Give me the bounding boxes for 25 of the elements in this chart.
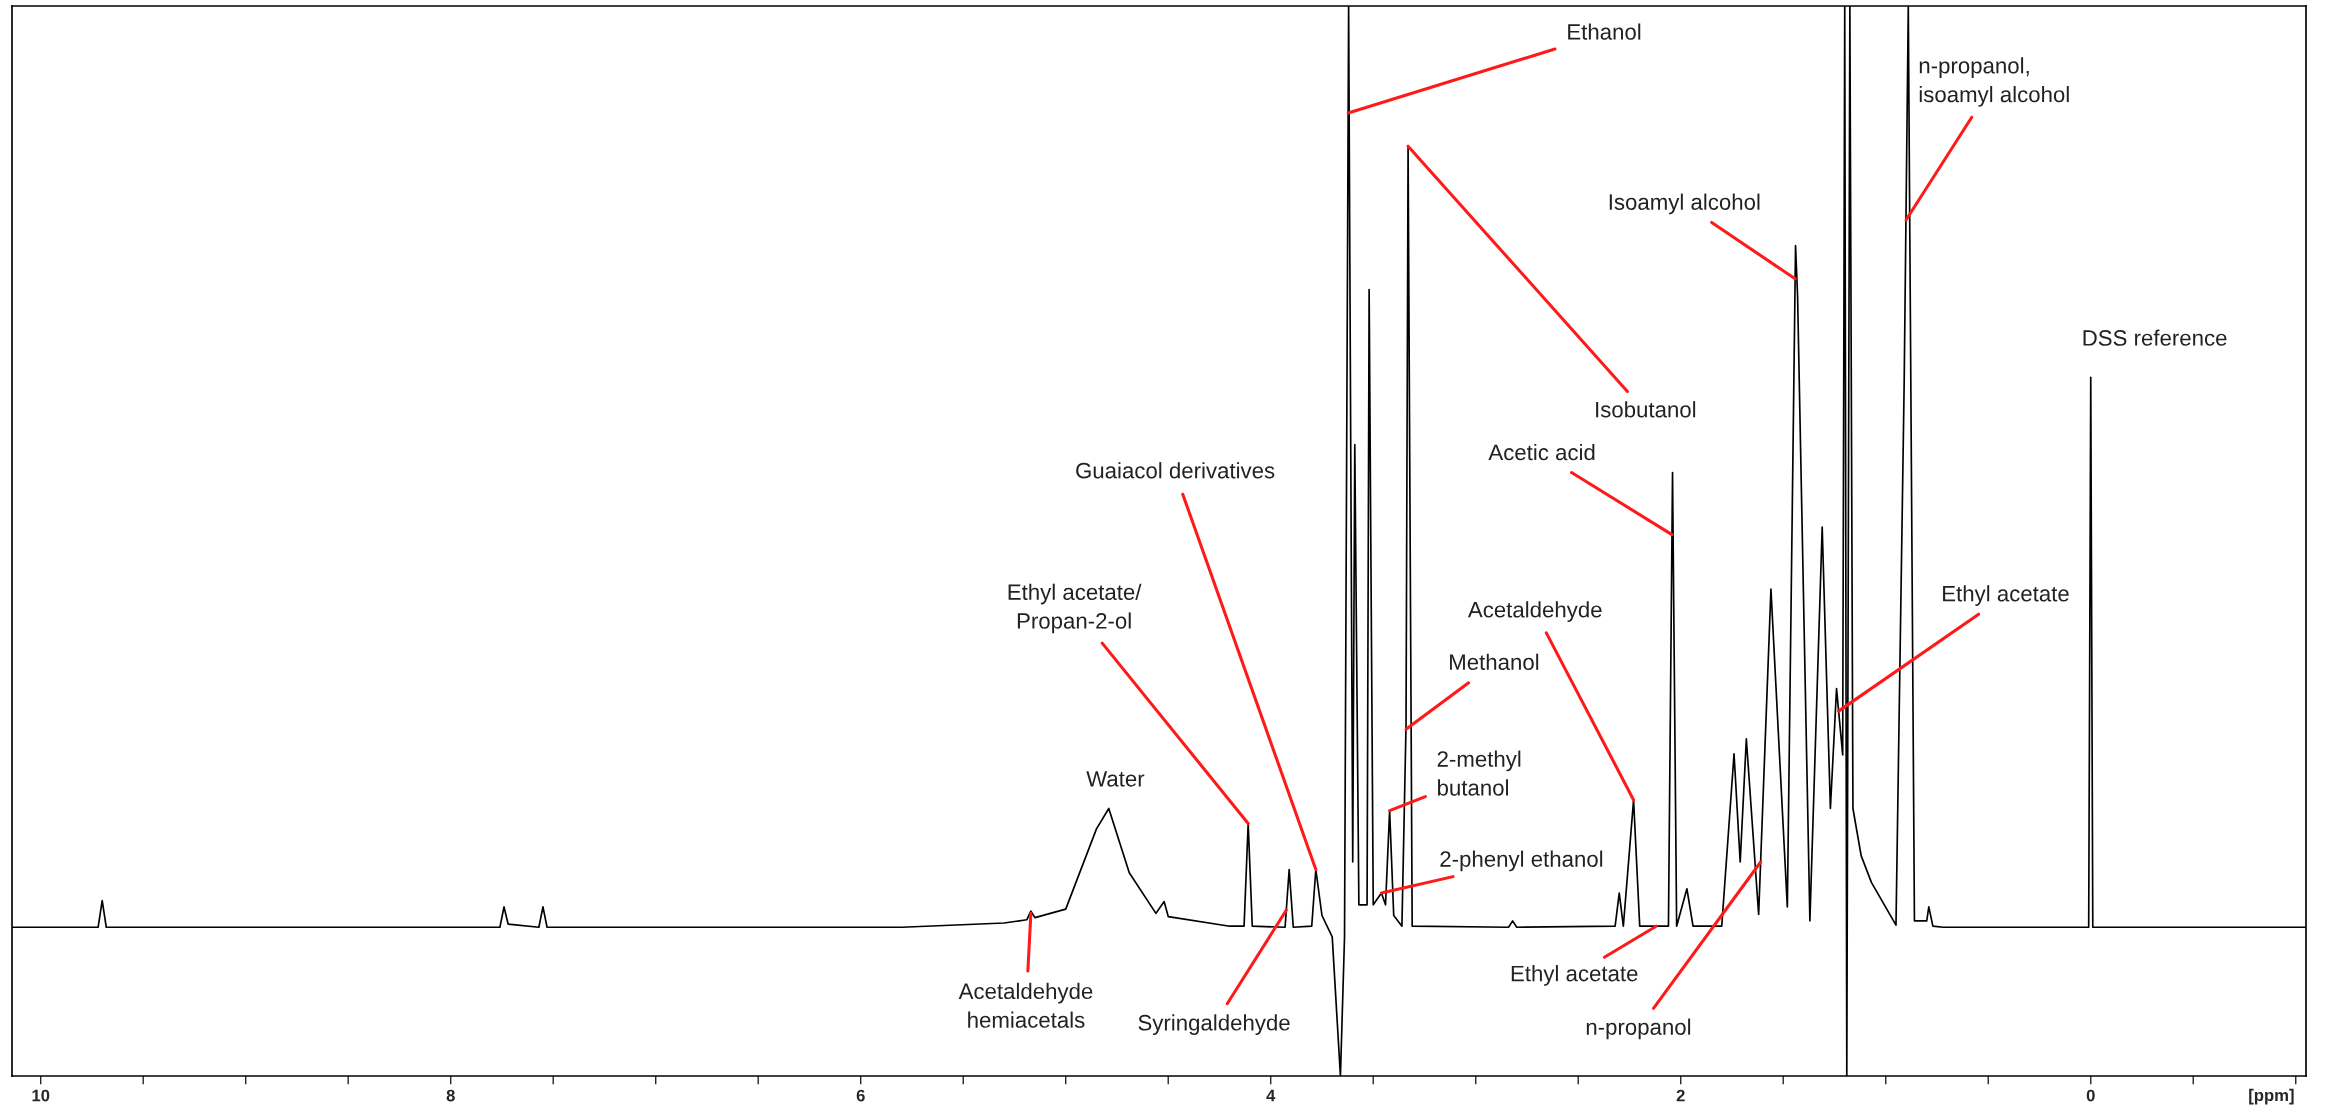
annotation: 2-methyl butanol [1437,750,1521,796]
annotation: Ethanol [1568,23,1641,40]
annotation: Water [1086,771,1145,787]
x-tick-label: 0 [2086,1089,2095,1102]
annotation: Syringaldehyde [1138,1014,1290,1035]
annotation: Isoamyl alcohol [1609,193,1760,215]
annotation: Isobutanol [1596,401,1696,418]
annotation: Acetaldehyde [1467,601,1602,622]
annotation: Ethyl acetate [1511,965,1638,986]
x-tick-label: 2 [1676,1089,1685,1102]
x-tick-label: 4 [1266,1089,1276,1102]
annotation: 2-phenyl ethanol [1440,850,1603,872]
annotation: n-propanol [1586,1018,1691,1040]
annotation: DSS reference [2083,329,2227,346]
annotation: Guaiacol derivatives [1076,462,1275,479]
annotation: Ethyl acetate [1943,585,2069,606]
x-tick-label: 10 [32,1089,50,1102]
annotation: Acetaldehyde hemiacetals [958,982,1093,1028]
annotation: n-propanol, isoamyl alcohol [1919,57,2069,107]
x-tick-label: 8 [446,1089,455,1102]
x-axis-title: [ppm] [2249,1088,2294,1105]
annotation: Ethyl acetate/ Propan-2-ol [1008,583,1142,634]
annotation: Methanol [1450,653,1539,671]
x-tick-label: 6 [856,1089,865,1102]
annotation: Acetic acid [1488,443,1595,461]
